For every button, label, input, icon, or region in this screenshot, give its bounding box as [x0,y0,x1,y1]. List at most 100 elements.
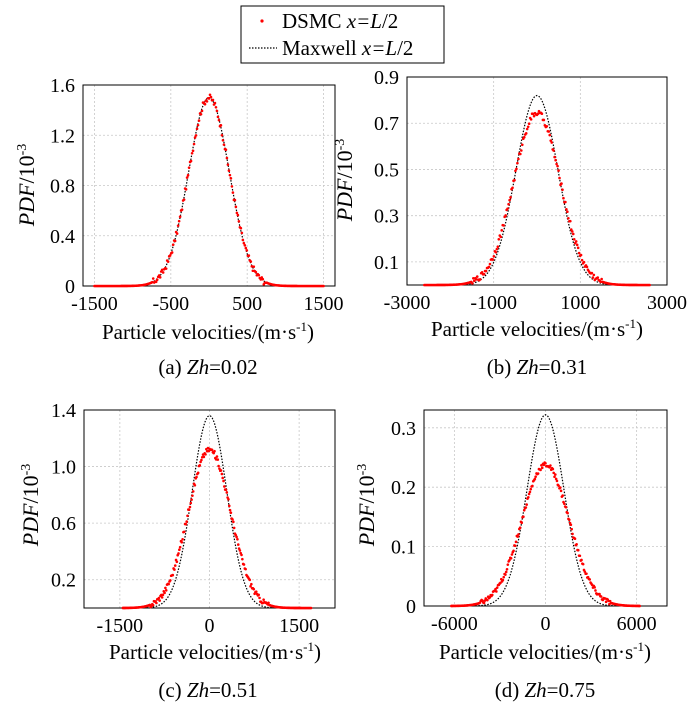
panel-c-dsmc-point [178,548,181,552]
panel-b-dsmc-point [502,224,505,227]
panel-d-dsmc-point [495,590,498,593]
panel-b-dsmc-point [566,210,569,214]
panel-c-dsmc-point [161,593,165,597]
panel-a-dsmc-point [226,163,230,166]
panel-c-y-tick-label: 0.2 [51,570,76,592]
panel-d-dsmc-point [482,601,486,605]
panel-d-dsmc-point [561,494,564,497]
panel-c-dsmc-point [169,579,172,582]
panel-a-dsmc-point [257,273,261,277]
panel-b-dsmc-point [556,164,559,168]
panel-d-dsmc-point [502,575,506,579]
panel-c-dsmc-point [182,530,186,534]
panel-d-dsmc-point [495,586,499,589]
panel-d-dsmc-point [555,479,559,483]
panel-b-dsmc-point [513,178,516,182]
panel-d-dsmc-point [575,543,578,546]
panel-d-dsmc-point [516,535,519,538]
panel-d-y-tick-label: 0 [406,596,416,618]
panel-c-dsmc-point [196,471,200,475]
panel-a-caption: (a) Zh=0.02 [158,355,257,379]
panel-d-dsmc-point [583,570,587,573]
panel-a-dsmc-point [224,148,228,152]
panel-a-dsmc-point [177,219,181,223]
panel-b-dsmc-point [585,265,589,269]
panel-c-dsmc-point [190,498,193,501]
panel-d-dsmc-point [524,506,528,509]
panel-b-dsmc-point [592,273,596,277]
panel-b-dsmc-point [475,275,479,278]
panel-a-dsmc-point [187,166,191,169]
panel-b-dsmc-point [548,133,552,137]
panel-d-dsmc-point [540,466,544,470]
panel-c-dsmc-point [198,464,202,467]
panel-a-dsmc-point [222,143,226,146]
panel-d-dsmc-point [552,471,555,475]
panel-c-dsmc-point [160,596,164,599]
panel-b-dsmc-point [504,214,507,217]
panel-a-dsmc-point [150,280,154,284]
panel-b-dsmc-point [521,143,524,147]
panel-a-maxwell-curve [94,96,324,287]
panel-a-dsmc-point [229,177,233,180]
panel-a-dsmc-point [261,277,265,281]
panel-a-dsmc-point [322,284,325,288]
panel-d-dsmc-point [527,492,531,496]
panel-c-y-tick-label: 1.4 [51,400,76,422]
panel-b: 0.1 0.3 0.5 0.7 0.9 -3000 -1000 1000 3000 PDF/1… [332,67,687,379]
panel-d-x-ticks: -6000 0 6000 [431,613,657,635]
panel-d-dsmc-point [549,464,552,467]
panel-a-dsmc-point [219,124,223,127]
panel-b-maxwell-curve [424,94,650,286]
panel-b-dsmc-point [497,238,501,241]
panel-a-dsmc-point [173,239,177,243]
panel-b-dsmc-point [648,283,651,287]
panel-c-x-ticks: -1500 0 1500 [97,615,320,637]
panel-b-x-tick-label: 3000 [647,292,687,314]
panel-c-dsmc-point [241,557,244,561]
panel-d-y-tick-label: 0.3 [391,418,416,440]
panel-b-dsmc-point [500,229,504,232]
panel-c-dsmc-point [178,545,182,549]
panel-d-dsmc-point [529,487,533,491]
panel-d-dsmc-point [598,592,601,596]
panel-a-grid [83,84,335,287]
panel-a-dsmc-point [234,205,238,209]
panel-b-caption: (b) Zh=0.31 [487,355,588,379]
panel-b-dsmc-point [473,279,476,283]
panel-a-dsmc-point [211,98,215,102]
panel-d-dsmc-point [599,595,603,598]
panel-d-dsmc-point [534,475,537,478]
panel-d-dsmc-point [570,527,573,531]
panel-a-dsmc-point [157,274,161,277]
panel-b-dsmc-point [474,278,478,281]
panel-b-dsmc-point [492,255,496,258]
panel-d-y-tick-label: 0.1 [391,537,416,559]
panel-a-dsmc-point [155,278,159,282]
panel-b-dsmc-point [557,169,560,172]
panel-c-plot-frame [83,409,336,609]
panel-c-dsmc-point [248,578,252,582]
panel-a-dsmc-point [158,276,162,279]
panel-b-y-tick-label: 0.1 [374,252,399,274]
panel-b-dsmc-point [550,141,553,144]
panel-b-dsmc-point [478,278,482,281]
panel-c-dsmc-point [163,591,166,595]
panel-c-y-label: PDF/10-3 [18,464,43,548]
panel-a-dsmc-point [161,271,165,274]
panel-d-dsmc-point [585,572,588,575]
panel-a-y-tick-label: 1.6 [50,75,75,97]
panel-d-dsmc-point [551,467,555,471]
panel-d-y-tick-label: 0.2 [391,477,416,499]
panel-a-dsmc-point [236,213,240,217]
panel-b-dsmc-point [549,139,553,142]
panel-c-dsmc-point [173,564,177,567]
panel-a-dsmc-point [235,211,239,215]
panel-d-dsmc-point [504,570,508,574]
panel-a-x-tick-label: -1500 [71,293,118,315]
panel-c-dsmc-point [219,469,223,472]
panel-a-x-ticks: -1500 -500 500 1500 [71,293,343,315]
panel-d-dsmc-point [512,549,515,553]
panel-c-dsmc-point [164,586,167,590]
panel-b-y-tick-label: 0.9 [374,67,399,89]
